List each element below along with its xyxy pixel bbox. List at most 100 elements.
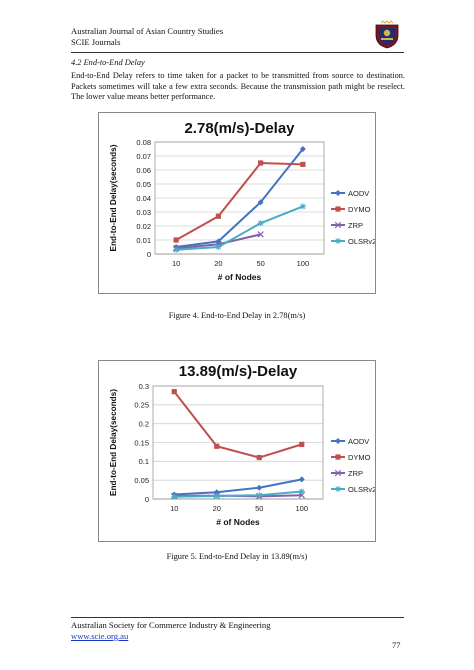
legend-marker xyxy=(335,190,341,196)
legend-label: OLSRv2 xyxy=(348,485,375,494)
legend-label: ZRP xyxy=(348,469,363,478)
x-tick-label: 100 xyxy=(297,259,310,268)
legend-marker xyxy=(335,486,341,492)
series-olsrv2 xyxy=(173,203,306,253)
x-tick-label: 100 xyxy=(295,504,308,513)
legend-marker xyxy=(335,438,341,444)
y-tick-label: 0.25 xyxy=(134,401,149,410)
legend-marker xyxy=(334,469,342,477)
data-point xyxy=(171,389,177,395)
data-point xyxy=(300,161,306,167)
series-line xyxy=(174,478,302,496)
y-tick-label: 0.15 xyxy=(134,438,149,447)
legend-label: AODV xyxy=(348,189,369,198)
y-tick-label: 0.06 xyxy=(136,166,151,175)
series-olsrv2 xyxy=(171,488,305,500)
data-point xyxy=(299,146,306,152)
figure4-chart-svg: 2.78(m/s)-Delay 0 0.01 0.02 0.03 0.04 0.05 0.06… xyxy=(109,120,375,282)
figure5-chart: 13.89(m/s)-Delay 0 0.05 0.1 0.15 0.2 0.25 0.3 10… xyxy=(98,360,376,542)
data-point xyxy=(256,454,262,461)
legend-entry: AODV xyxy=(331,437,369,446)
figure5-caption: Figure 5. End-to-End Delay in 13.89(m/s) xyxy=(166,552,308,561)
plot-frame xyxy=(152,385,324,500)
y-tick-label: 0.2 xyxy=(139,419,149,428)
data-point xyxy=(298,488,305,495)
y-tick-label: 0.02 xyxy=(136,222,151,231)
series-line xyxy=(174,490,302,498)
series-line xyxy=(173,391,303,459)
legend-label: DYMO xyxy=(348,453,371,462)
y-tick-label: 0.07 xyxy=(136,152,151,161)
x-tick-label: 10 xyxy=(172,259,180,268)
data-point xyxy=(213,492,220,499)
y-tick-label: 0.01 xyxy=(136,236,151,245)
legend-entry: OLSRv2 xyxy=(331,237,375,246)
y-tick-label: 0.03 xyxy=(136,208,151,217)
footer-url-link[interactable]: www.scie.org.au xyxy=(71,631,129,641)
legend-entry: DYMO xyxy=(331,205,371,214)
footer-org: Australian Society for Commerce Industry… xyxy=(71,620,271,630)
data-point xyxy=(173,237,179,243)
series-dymo xyxy=(173,160,306,243)
data-point xyxy=(215,213,221,219)
data-point xyxy=(257,220,264,227)
legend-entry: ZRP xyxy=(331,221,363,230)
data-point xyxy=(298,476,305,483)
x-axis-label: # of Nodes xyxy=(218,272,262,282)
x-tick-label: 20 xyxy=(213,504,221,513)
legend-marker xyxy=(335,238,341,244)
legend-marker xyxy=(334,221,342,229)
y-tick-label: 0 xyxy=(147,250,151,259)
legend-entry: DYMO xyxy=(331,453,371,462)
figure5-chart-svg: 13.89(m/s)-Delay 0 0.05 0.1 0.15 0.2 0.25 0.3 10… xyxy=(109,363,375,527)
data-point xyxy=(256,492,263,499)
series-line xyxy=(175,148,304,248)
data-point xyxy=(215,244,222,250)
running-header: Australian Journal of Asian Country Stud… xyxy=(71,26,223,48)
legend-label: DYMO xyxy=(348,205,371,214)
x-axis-label: # of Nodes xyxy=(216,517,260,527)
x-tick-label: 50 xyxy=(255,504,263,513)
y-tick-label: 0.05 xyxy=(134,476,149,485)
y-tick-label: 0 xyxy=(145,495,149,504)
y-tick-label: 0.04 xyxy=(136,194,151,203)
series-aodv xyxy=(171,476,305,498)
data-point xyxy=(257,199,264,206)
crest-logo xyxy=(375,20,399,49)
data-point xyxy=(299,441,305,447)
plot-frame xyxy=(154,141,325,255)
y-axis-label: End-to-End Delay(seconds) xyxy=(109,144,118,251)
legend-label: OLSRv2 xyxy=(348,237,375,246)
page-number: 77 xyxy=(392,641,401,650)
figure4-caption: Figure 4. End-to-End Delay in 2.78(m/s) xyxy=(168,311,306,320)
chart-title: 13.89(m/s)-Delay xyxy=(179,363,298,380)
legend-label: ZRP xyxy=(348,221,363,230)
legend-marker xyxy=(335,206,341,212)
x-tick-label: 50 xyxy=(256,259,264,268)
figure4-chart: 2.78(m/s)-Delay 0 0.01 0.02 0.03 0.04 0.05 0.06… xyxy=(98,112,376,294)
legend-entry: ZRP xyxy=(331,469,363,478)
x-tick-label: 20 xyxy=(214,259,222,268)
data-point xyxy=(173,246,180,253)
x-tick-label: 10 xyxy=(170,504,178,513)
section-heading: 4.2 End-to-End Delay xyxy=(71,58,145,67)
y-axis-label: End-to-End Delay(seconds) xyxy=(109,389,118,496)
y-tick-label: 0.05 xyxy=(136,180,151,189)
data-point xyxy=(299,203,306,210)
data-point xyxy=(171,493,178,500)
legend-label: AODV xyxy=(348,437,369,446)
chart-title: 2.78(m/s)-Delay xyxy=(184,120,295,137)
legend-entry: OLSRv2 xyxy=(331,485,375,494)
legend-marker xyxy=(335,454,341,460)
data-point xyxy=(257,231,264,238)
footer-rule xyxy=(71,617,404,618)
series-line xyxy=(175,161,303,241)
data-point xyxy=(258,160,264,166)
data-point xyxy=(256,484,263,491)
y-tick-label: 0.08 xyxy=(136,138,151,147)
legend-entry: AODV xyxy=(331,189,369,198)
header-rule xyxy=(71,52,404,53)
body-paragraph: End-to-End Delay refers to time taken fo… xyxy=(71,71,405,102)
data-point xyxy=(214,443,220,449)
series-line xyxy=(176,205,304,251)
